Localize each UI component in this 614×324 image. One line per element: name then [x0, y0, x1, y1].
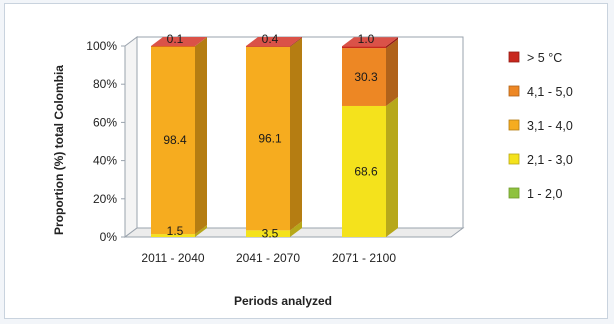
segment-value-label: 3.5 — [262, 227, 279, 241]
legend-swatch — [508, 119, 520, 131]
segment-value-label: 0.4 — [262, 32, 279, 46]
legend-label: 1 - 2,0 — [527, 187, 562, 201]
legend-swatch — [508, 153, 520, 165]
bar-segment-side — [290, 37, 302, 231]
bar-segment-front — [342, 46, 386, 49]
x-tick-label: 2071 - 2100 — [332, 251, 396, 265]
bar-segment — [246, 221, 302, 237]
bar-segment-front — [342, 48, 386, 106]
bar-segment-side — [386, 96, 398, 237]
legend-label: 3,1 - 4,0 — [527, 119, 573, 133]
legend-swatch — [508, 51, 520, 63]
stacked-bar-chart-3d: 0% 20% 40% 60% 80% 100% 2011 - 2040 2041 - 207… — [52, 32, 573, 308]
bar-segment-side — [386, 39, 398, 106]
segment-value-label: 1.5 — [167, 224, 184, 238]
legend-item: 2,1 - 3,0 — [508, 153, 573, 167]
segment-value-label: 68.6 — [354, 164, 378, 178]
bar-segment — [342, 39, 398, 106]
bar-top-face — [246, 37, 302, 46]
x-axis-title: Periods analyzed — [234, 294, 332, 308]
legend-item: 1 - 2,0 — [508, 187, 562, 201]
bar-segment — [342, 37, 398, 49]
segment-value-label: 1.0 — [358, 32, 375, 46]
y-tick-label: 60% — [93, 115, 117, 129]
bar-segment — [151, 37, 207, 235]
bar-top-face — [151, 37, 207, 46]
y-tick-label: 20% — [93, 192, 117, 206]
legend-label: 2,1 - 3,0 — [527, 153, 573, 167]
bar-segment — [151, 225, 207, 237]
legend-item: 3,1 - 4,0 — [508, 119, 573, 133]
legend: > 5 °C 4,1 - 5,0 3,1 - 4,0 2,1 - 3,0 1 - 2,0 — [508, 51, 573, 201]
legend-swatch — [508, 85, 520, 97]
y-axis-title: Proportion (%) total Colombia — [52, 65, 66, 235]
y-axis-ticks: 0% 20% 40% 60% 80% 100% — [86, 39, 125, 244]
bar-segment-front — [246, 230, 290, 237]
bar-segment — [151, 37, 207, 47]
y-tick-label: 80% — [93, 77, 117, 91]
bar-segment-front — [151, 46, 195, 47]
bar-segment-front — [246, 46, 290, 231]
y-tick-label: 40% — [93, 154, 117, 168]
legend-label: 4,1 - 5,0 — [527, 85, 573, 99]
side-wall — [124, 36, 138, 238]
segment-value-label: 0.1 — [167, 32, 184, 46]
x-tick-label: 2011 - 2040 — [141, 251, 204, 265]
bar-group — [151, 37, 398, 237]
bar-segment-front — [151, 234, 195, 237]
x-axis-ticks: 2011 - 2040 2041 - 2070 2071 - 2100 — [141, 251, 396, 265]
legend-item: 4,1 - 5,0 — [508, 85, 573, 99]
segment-labels: 1.5 98.4 0.1 3.5 96.1 0.4 68.6 30.3 1.0 — [163, 32, 378, 241]
bar-segment — [246, 37, 302, 231]
bar-segment-side — [195, 37, 207, 235]
bar-segment-side — [386, 37, 398, 49]
bar-segment-front — [151, 46, 195, 235]
bar-segment-front — [342, 105, 386, 237]
bar-segment-side — [195, 37, 207, 47]
bar-segment — [342, 96, 398, 237]
bar-segment-side — [290, 221, 302, 237]
bar-segment-front — [246, 46, 290, 47]
legend-item: > 5 °C — [508, 51, 562, 65]
segment-value-label: 30.3 — [354, 70, 378, 84]
legend-label: > 5 °C — [527, 51, 562, 65]
legend-swatch — [508, 187, 520, 199]
x-tick-label: 2041 - 2070 — [236, 251, 300, 265]
segment-value-label: 96.1 — [258, 132, 282, 146]
bar-segment-side — [195, 225, 207, 237]
y-tick-label: 0% — [100, 230, 118, 244]
bar-segment-side — [290, 37, 302, 47]
bar-segment — [246, 37, 302, 47]
bar-top-face — [342, 37, 398, 47]
y-tick-label: 100% — [86, 39, 117, 53]
chart-frame: 0% 20% 40% 60% 80% 100% 2011 - 2040 2041 - 207… — [4, 3, 608, 319]
segment-value-label: 98.4 — [163, 133, 187, 147]
